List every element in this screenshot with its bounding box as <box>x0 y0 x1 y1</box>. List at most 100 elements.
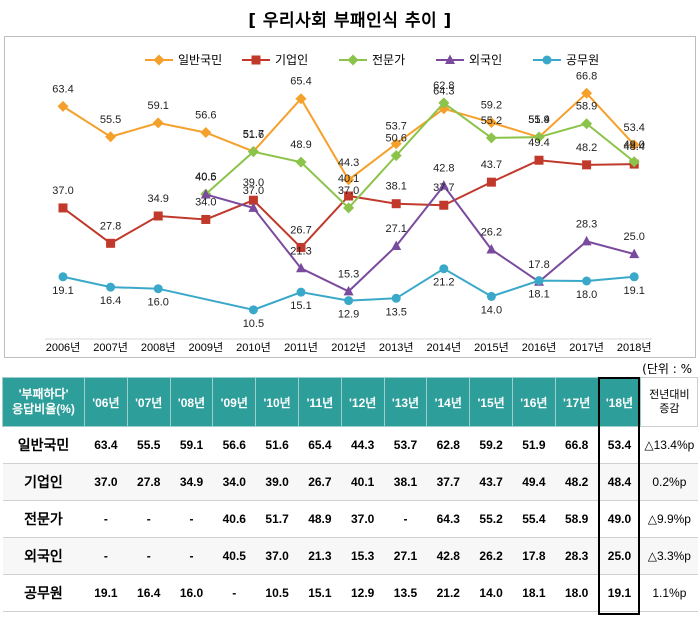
data-point <box>581 118 593 130</box>
data-label: 18.1 <box>528 289 549 301</box>
table-cell: 34.9 <box>170 463 213 501</box>
table-cell: 26.2 <box>469 537 513 575</box>
year-header: '10년 <box>255 377 299 427</box>
data-label: 25.0 <box>623 231 644 243</box>
legend-marker <box>251 55 261 65</box>
table-cell: 17.8 <box>512 537 556 575</box>
legend-label: 일반국민 <box>178 53 222 67</box>
table-cell: - <box>84 500 128 538</box>
data-point <box>534 155 544 165</box>
table-cell: 15.1 <box>298 574 342 612</box>
table-cell: 48.2 <box>555 463 599 501</box>
data-label: 18.0 <box>576 289 597 301</box>
data-label: 40.5 <box>195 171 216 183</box>
table-cell: 16.0 <box>170 574 213 612</box>
data-point <box>438 180 449 190</box>
legend-label: 전문가 <box>372 53 405 67</box>
data-label: 13.5 <box>385 306 406 318</box>
data-point <box>438 97 450 109</box>
data-point <box>106 282 116 292</box>
data-label: 27.8 <box>100 220 121 232</box>
data-point <box>343 174 355 186</box>
data-point <box>57 100 69 112</box>
table-cell: 49.4 <box>512 463 556 501</box>
year-header: '15년 <box>469 377 513 427</box>
data-point <box>439 264 449 274</box>
row-label: 공무원 <box>2 574 85 612</box>
data-point <box>485 132 497 144</box>
data-label: 63.4 <box>52 83 73 95</box>
x-tick-label: 2009년 <box>189 341 224 354</box>
data-label: 43.7 <box>481 159 502 171</box>
table-cell: - <box>84 537 128 575</box>
x-tick-label: 2010년 <box>236 341 271 354</box>
data-point <box>343 202 355 214</box>
data-label: 66.8 <box>576 70 597 82</box>
year-header: '08년 <box>169 377 214 427</box>
table-cell: 15.3 <box>341 537 385 575</box>
data-label: 53.7 <box>385 121 406 133</box>
data-point <box>533 131 545 143</box>
data-point <box>486 177 496 187</box>
data-point <box>58 272 68 282</box>
year-header: '06년 <box>84 377 128 427</box>
header-response-rate-line2: 응답비율(%) <box>12 402 75 416</box>
data-label: 17.8 <box>528 259 549 271</box>
series-line <box>205 101 635 210</box>
data-point <box>152 117 164 129</box>
table-cell: 14.0 <box>469 574 513 612</box>
table-cell: 63.4 <box>84 426 128 464</box>
x-tick-label: 2018년 <box>617 341 652 354</box>
data-point <box>106 238 116 248</box>
data-label: 14.0 <box>481 304 502 316</box>
data-point <box>58 203 68 213</box>
table-cell: 51.7 <box>255 500 299 538</box>
table-cell: 65.4 <box>298 426 342 464</box>
data-point <box>581 87 593 99</box>
page-title: [ 우리사회 부패인식 추이 ] <box>248 11 452 31</box>
table-cell: 12.9 <box>341 574 385 612</box>
data-label: 12.9 <box>338 309 359 321</box>
data-label: 34.9 <box>147 193 168 205</box>
data-label: 37.0 <box>338 185 359 197</box>
table-cell: 10.5 <box>255 574 299 612</box>
table-cell: 40.6 <box>212 500 256 538</box>
data-label: 34.0 <box>195 196 216 208</box>
table-cell: 39.0 <box>255 463 299 501</box>
table-cell: 40.1 <box>341 463 385 501</box>
header-yoy-change-line: 증감 <box>659 403 680 415</box>
data-point <box>628 139 640 151</box>
data-point <box>391 293 401 303</box>
data-label: 16.4 <box>100 295 121 307</box>
yoy-change-cell: △13.4%p <box>640 426 698 464</box>
unit-label: (단위 : % <box>642 362 692 376</box>
row-label: 외국인 <box>2 537 85 575</box>
table-cell: 21.3 <box>298 537 342 575</box>
year-header: '16년 <box>511 377 556 427</box>
data-label: 28.3 <box>576 218 597 230</box>
data-point <box>581 235 592 246</box>
table-cell: 37.0 <box>84 463 128 501</box>
data-label: 40.1 <box>338 173 359 185</box>
data-point <box>582 276 592 286</box>
data-label: 51.6 <box>243 129 264 141</box>
data-label: 64.3 <box>433 86 454 98</box>
header-yoy-change-line: 전년대비 <box>649 389 690 401</box>
data-label: 48.9 <box>290 139 311 151</box>
data-label: 51.7 <box>243 128 264 140</box>
x-tick-label: 2006년 <box>46 341 81 354</box>
data-label: 39.0 <box>243 177 264 189</box>
table-cell: 28.3 <box>555 537 599 575</box>
table-cell: 59.1 <box>170 426 213 464</box>
data-point <box>295 156 307 168</box>
data-label: 55.5 <box>100 114 121 126</box>
data-point <box>296 262 306 273</box>
table-body: 일반국민 63.4 55.5 59.1 56.6 51.6 65.4 44.3 53.7 62.8… <box>2 426 698 612</box>
table-cell: 43.7 <box>469 463 513 501</box>
year-header: '11년 <box>297 377 342 427</box>
table-cell: 48.9 <box>298 500 342 538</box>
x-tick-label: 2007년 <box>93 341 128 354</box>
data-point <box>390 150 402 162</box>
data-label: 21.2 <box>433 277 454 289</box>
data-point <box>153 211 163 221</box>
